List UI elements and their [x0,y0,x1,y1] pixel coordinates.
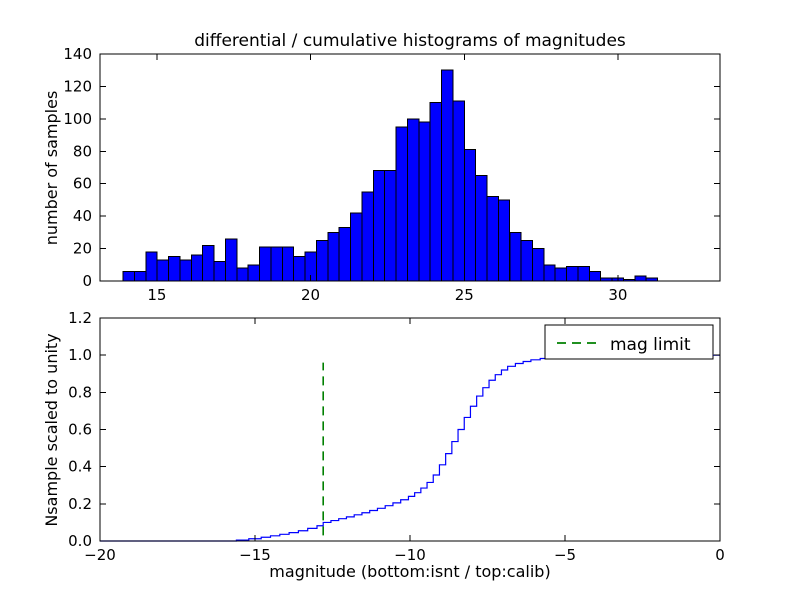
histogram-bar [531,248,545,282]
histogram-bar [270,246,283,282]
histogram-bar [202,244,215,282]
histogram-bar [588,270,602,282]
y-tick-label: 1.0 [68,346,92,364]
histogram-bar [259,246,272,282]
y-tick-label: 0.0 [68,532,92,550]
y-tick-label: 0.6 [68,421,92,439]
y-tick-label: 0.4 [68,458,92,476]
histogram-bar [486,196,499,282]
y-tick-label: 100 [63,110,92,128]
legend-frame [544,324,714,360]
histogram-bar [554,267,568,282]
histogram-bar [315,239,329,282]
histogram-bar [361,191,374,282]
histogram-bar [475,175,488,282]
x-tick-label: −15 [239,546,271,564]
histogram-bar [452,100,465,282]
histogram-bar [543,264,556,282]
histogram-bar [145,251,158,282]
histogram-bar [463,149,477,282]
figure-title: differential / cumulative histograms of … [194,31,626,51]
histogram-bar [327,231,340,282]
y-tick-label: 60 [73,175,92,193]
x-axis-label: magnitude (bottom:isnt / top:calib) [269,562,550,581]
x-tick-label: 25 [455,286,474,304]
y-tick-label: 0.2 [68,495,92,513]
histogram-bar [395,126,408,282]
histogram-bar [372,170,386,282]
histogram-bar [497,199,511,282]
top-histogram-axes: 15 20 25 30 0 20 40 60 80 100 120 140 [63,45,721,304]
legend-box [544,324,714,360]
histogram-bar [384,170,397,282]
bottom-cumulative-axes: −20 −15 −10 −5 0 0.0 0.2 0.4 0.6 0.8 1.0 1.2 [68,309,725,564]
histogram-bar [509,231,522,282]
y-tick-label: 140 [63,45,92,63]
histogram-bar [224,238,238,282]
histogram-bar [156,259,170,282]
histogram-bar [122,270,135,282]
histogram-bar [350,212,363,282]
histogram-bar [190,254,204,282]
axes-frame [99,53,721,282]
histogram-bar [577,265,590,282]
cumulative-step-line [100,354,720,542]
x-tick-label: 15 [147,286,166,304]
x-tick-label: 0 [715,546,725,564]
histogram-bar [281,246,295,282]
x-tick-label: 20 [301,286,320,304]
histogram-bar [236,267,249,282]
histogram-bar [406,118,420,282]
y-tick-label: 120 [63,77,92,95]
y-tick-label: 40 [73,207,92,225]
y-tick-label: 80 [73,142,92,160]
x-tick-label: −5 [554,546,576,564]
x-tick-label: 30 [608,286,627,304]
y-tick-label: 20 [73,240,92,258]
histogram-bar [168,256,181,282]
histogram-bar [179,259,192,282]
legend-label: mag limit [610,335,691,355]
y-tick-label: 0 [82,272,92,290]
histogram-bar [213,261,226,282]
histogram-bar [133,270,147,282]
histogram-bar [520,239,533,282]
bottom-y-axis-label: Nsample scaled to unity [42,333,61,526]
histogram-bar [634,275,647,282]
histogram-bar [338,226,352,282]
x-tick-label: −20 [84,546,116,564]
histogram-bar [418,121,431,282]
histogram-bar [247,264,261,282]
histogram-bar [429,102,443,282]
histogram-bar [566,265,579,282]
histogram-bar [441,69,454,282]
y-tick-label: 0.8 [68,383,92,401]
y-tick-label: 1.2 [68,309,92,327]
histogram-bar [293,256,306,282]
top-y-axis-label: number of samples [42,91,61,246]
x-tick-label: −10 [394,546,426,564]
